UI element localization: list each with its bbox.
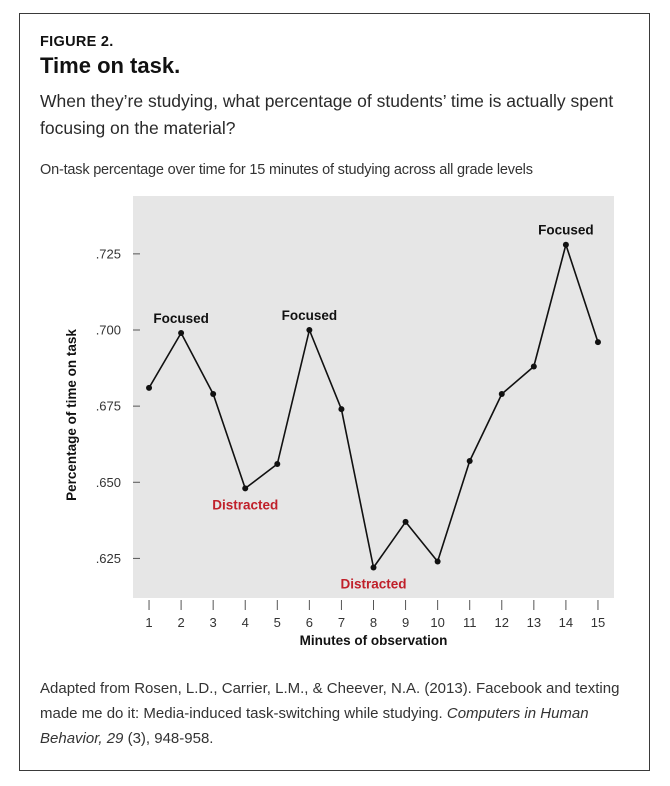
- figure-title: Time on task.: [40, 53, 181, 78]
- series-layer: [146, 241, 601, 571]
- data-point: [562, 241, 569, 248]
- y-tick-label: .625: [96, 551, 121, 566]
- data-point: [498, 390, 505, 397]
- x-tick-label: 5: [274, 615, 281, 630]
- figure-label: FIGURE 2.: [40, 34, 114, 50]
- x-tick-label: 14: [559, 615, 573, 630]
- x-tick-label: 8: [370, 615, 377, 630]
- source-citation-text: Adapted from Rosen, L.D., Carrier, L.M.,…: [40, 680, 620, 722]
- x-tick-label: 12: [495, 615, 509, 630]
- x-tick-label: 10: [430, 615, 444, 630]
- distracted-annotation: Distracted: [212, 497, 278, 512]
- x-axis-title: Minutes of observation: [300, 633, 448, 648]
- plot-area: [133, 196, 614, 598]
- data-point: [306, 327, 313, 333]
- distracted-annotation: Distracted: [340, 577, 406, 592]
- y-tick-label: .650: [96, 475, 121, 490]
- x-tick-label: 3: [210, 615, 217, 630]
- focused-annotation: Focused: [282, 308, 338, 323]
- annotations: Focused Focused Focused Distracted Distracte…: [153, 223, 593, 592]
- source-journal: Computers in Human Behavior, 29: [40, 705, 589, 747]
- data-point: [274, 461, 281, 467]
- data-point: [466, 457, 473, 464]
- y-tick-label: .675: [96, 399, 121, 414]
- x-axis: 1 2 3 4 5 6 7 8 9 10 11 12 13 14 15: [145, 600, 605, 630]
- y-tick-label: .725: [96, 246, 121, 261]
- data-point: [402, 518, 409, 525]
- x-tick-label: 9: [402, 615, 409, 630]
- x-tick-label: 13: [527, 615, 541, 630]
- focused-annotation: Focused: [153, 311, 209, 326]
- figure-question: When they’re studying, what percentage o…: [40, 91, 614, 138]
- source-citation: Adapted from Rosen, L.D., Carrier, L.M.,…: [40, 676, 635, 751]
- data-point: [178, 330, 185, 337]
- x-tick-label: 4: [242, 615, 249, 630]
- x-tick-label: 7: [338, 615, 345, 630]
- data-point: [370, 564, 377, 571]
- source-citation-suffix: (3), 948-958.: [123, 730, 214, 747]
- x-tick-label: 1: [145, 615, 152, 630]
- y-tick-label: .700: [96, 323, 121, 338]
- data-point: [242, 485, 249, 492]
- x-tick-label: 2: [177, 615, 184, 630]
- x-tick-label: 15: [591, 615, 605, 630]
- x-tick-label: 11: [463, 615, 477, 630]
- figure-caption: On-task percentage over time for 15 minu…: [40, 162, 533, 178]
- data-point: [146, 384, 153, 391]
- data-point: [210, 390, 217, 397]
- data-point: [434, 558, 441, 565]
- figure-frame: [19, 13, 650, 771]
- data-point: [594, 339, 601, 346]
- focused-annotation: Focused: [538, 223, 594, 238]
- y-axis-title: Percentage of time on task: [64, 329, 79, 501]
- y-axis: .625 .650 .675 .700 .725: [96, 246, 140, 566]
- data-point: [338, 406, 345, 413]
- x-tick-label: 6: [306, 615, 313, 630]
- data-point: [530, 363, 537, 370]
